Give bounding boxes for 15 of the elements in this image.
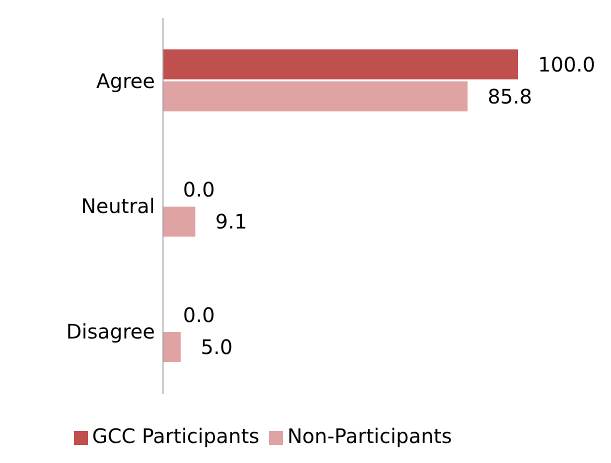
legend-label: GCC Participants [92, 424, 260, 448]
bar [163, 49, 518, 80]
bar [163, 206, 196, 237]
y-tick-label: Neutral [81, 194, 155, 218]
bar [163, 81, 468, 112]
data-label: 9.1 [215, 210, 248, 234]
data-label: 0.0 [183, 303, 215, 327]
bar [163, 332, 181, 362]
data-label: 85.8 [488, 84, 532, 108]
y-tick-label: Agree [96, 68, 155, 93]
legend-label: Non-Participants [287, 424, 452, 448]
data-label: 0.0 [183, 178, 215, 202]
data-label: 5.0 [200, 335, 233, 359]
y-tick-label: Disagree [66, 319, 155, 344]
data-label: 100.0 [538, 52, 596, 76]
